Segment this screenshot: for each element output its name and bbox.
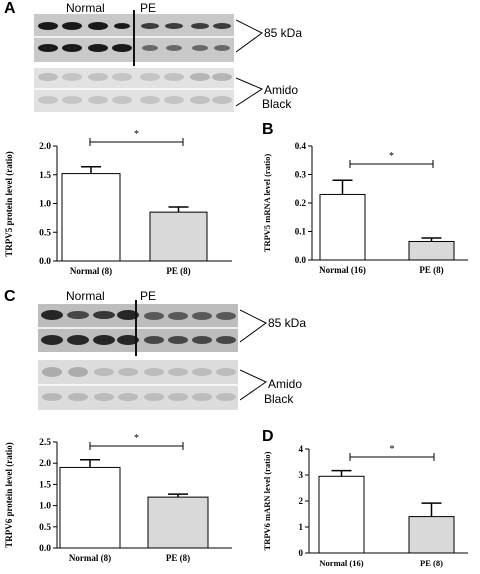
bar — [318, 475, 365, 554]
y-tick-label: 0.4 — [295, 141, 307, 151]
x-category-label: PE (8) — [420, 558, 443, 568]
blot-a-amido-label-line2: Black — [262, 97, 292, 111]
y-tick-label: 1.0 — [39, 200, 51, 210]
blot-c-kda-bracket — [240, 309, 267, 343]
blot-c-kda-label: 85 kDa — [268, 316, 307, 330]
y-axis-label: TRPV6 mARN level (ratio) — [262, 451, 272, 550]
y-tick-label: 0.2 — [295, 198, 307, 208]
blot-c-amido-bracket — [240, 369, 268, 401]
blot-a-kda-bracket — [236, 19, 263, 53]
y-tick-label: 0.3 — [295, 170, 307, 180]
x-category-label: Normal (8) — [69, 553, 111, 563]
panel-label-d: D — [262, 428, 274, 445]
blot-a-amido-bracket — [236, 77, 264, 107]
y-axis-label: TRPV5 mRNA level (ratio) — [262, 154, 272, 253]
bar — [408, 516, 455, 554]
blot-a-amido-label-line1: Amido — [264, 83, 299, 97]
x-category-label: Normal (16) — [319, 265, 366, 275]
y-tick-label: 0.5 — [39, 228, 51, 238]
y-tick-label: 1 — [299, 522, 304, 532]
y-tick-label: 0 — [299, 548, 304, 558]
chart-c: 0.0 0.5 1.0 1.5 2.0 2.5 TRPV6 protein level (r… — [4, 433, 232, 563]
x-category-label: Normal (16) — [319, 558, 363, 568]
y-tick-label: 1.0 — [39, 502, 51, 512]
chart-d: 0 1 2 3 4 TRPV6 mARN level (ratio) Normal (16)… — [262, 444, 468, 568]
bar — [59, 466, 121, 549]
y-tick-label: 2 — [299, 496, 304, 506]
y-tick-label: 1.5 — [39, 171, 51, 181]
x-category-label: Normal (8) — [70, 266, 112, 276]
blot-c-label-normal: Normal — [66, 289, 105, 303]
bar — [147, 496, 209, 549]
y-tick-label: 2.0 — [39, 142, 51, 152]
x-category-label: PE (8) — [166, 553, 190, 563]
significance-asterisk: * — [390, 444, 395, 455]
panel-label-a: A — [4, 0, 16, 17]
y-tick-label: 2.0 — [39, 459, 51, 469]
y-tick-label: 0.0 — [295, 255, 307, 265]
significance-asterisk: * — [389, 151, 394, 162]
y-tick-label: 0.0 — [39, 544, 51, 554]
y-tick-label: 0.1 — [295, 227, 307, 237]
bar — [149, 211, 208, 262]
blot-a-divider — [133, 10, 135, 66]
blot-a-label-pe: PE — [140, 1, 157, 15]
x-category-label: PE (8) — [166, 266, 190, 276]
bar — [61, 173, 121, 262]
y-axis-label: TRPV6 protein level (ratio) — [4, 442, 14, 548]
y-tick-label: 0.5 — [39, 523, 51, 533]
blot-c-label-pe: PE — [140, 289, 157, 303]
chart-a: 0.0 0.5 1.0 1.5 2.0 TRPV5 protein level (rati… — [4, 129, 232, 276]
y-tick-label: 2.5 — [39, 438, 51, 448]
significance-asterisk: * — [134, 433, 139, 444]
bar — [319, 193, 366, 261]
y-tick-label: 0.0 — [39, 257, 51, 267]
blot-c-divider — [135, 300, 137, 356]
panel-label-b: B — [262, 121, 274, 138]
blot-a-label-normal: Normal — [66, 1, 105, 15]
panel-label-c: C — [4, 288, 16, 305]
blot-c-trpv6-bands — [38, 304, 238, 352]
y-tick-label: 3 — [299, 470, 304, 480]
y-tick-label: 1.5 — [39, 480, 51, 490]
x-category-label: PE (8) — [419, 265, 443, 275]
blot-c-amido-label-line2: Black — [264, 392, 294, 406]
chart-b: 0.0 0.1 0.2 0.3 0.4 TRPV5 mRNA level (ratio) N… — [262, 141, 468, 275]
bar — [408, 240, 455, 261]
blot-a-amido-black — [34, 68, 234, 112]
blot-a-kda-label: 85 kDa — [264, 26, 303, 40]
blot-c-amido-black — [38, 360, 238, 410]
significance-asterisk: * — [134, 129, 139, 140]
blot-c-amido-label-line1: Amido — [268, 377, 303, 391]
y-axis-label: TRPV5 protein level (ratio) — [4, 151, 14, 257]
y-tick-label: 4 — [299, 444, 304, 454]
